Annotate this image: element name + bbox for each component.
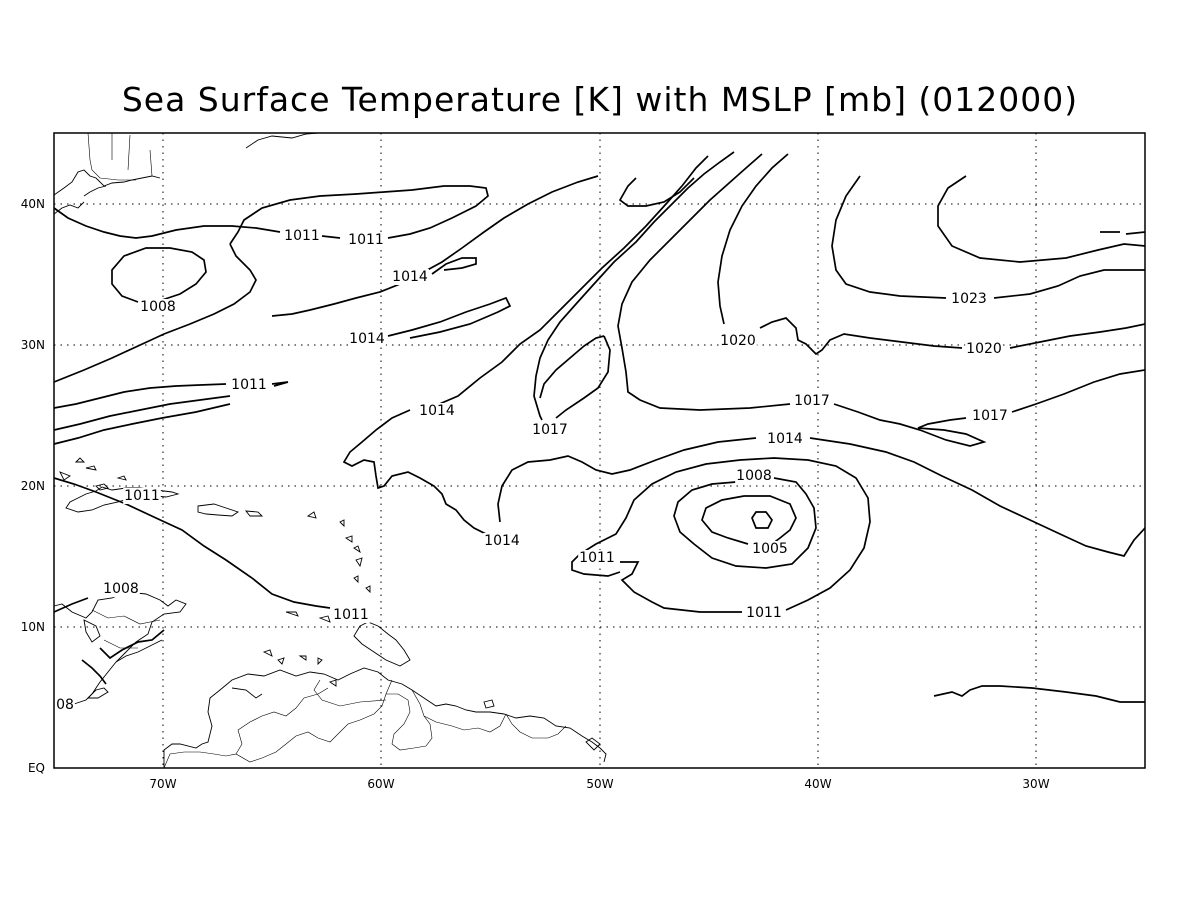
isobar-label: 1005 (752, 541, 788, 557)
label-mask (283, 228, 321, 244)
isobar-label: 1014 (349, 331, 385, 347)
isobar-label: 1011 (231, 377, 267, 393)
label-mask (971, 408, 1009, 424)
label-mask (965, 341, 1003, 357)
x-tick-label: 50W (586, 777, 613, 791)
map-title: Sea Surface Temperature [K] with MSLP [m… (121, 80, 1079, 119)
label-mask (735, 468, 773, 484)
label-mask (483, 533, 521, 549)
isobar-label: 1008 (736, 468, 772, 484)
x-tick-label: 30W (1022, 777, 1049, 791)
x-tick-label: 40W (804, 777, 831, 791)
label-mask (418, 403, 456, 419)
y-tick-label: EQ (28, 761, 45, 775)
label-mask (751, 541, 789, 557)
label-mask (766, 431, 804, 447)
isobar-label: 1014 (767, 431, 803, 447)
label-mask (348, 331, 386, 347)
label-mask (102, 581, 140, 597)
label-mask (531, 422, 569, 438)
label-mask (391, 269, 429, 285)
isobar-label: 1020 (720, 333, 756, 349)
y-tick-label: 10N (21, 620, 45, 634)
y-tick-label: 20N (21, 479, 45, 493)
isobar-label: 1014 (484, 533, 520, 549)
label-mask (332, 607, 370, 623)
isobar-label: 1017 (794, 393, 830, 409)
label-mask (793, 393, 831, 409)
isobar-label: 1014 (419, 403, 455, 419)
label-mask (719, 333, 757, 349)
label-mask (230, 377, 268, 393)
y-tick-label: 40N (21, 197, 45, 211)
isobar-label: 1011 (746, 605, 782, 621)
x-axis: 70W 60W 50W 40W 30W (149, 777, 1049, 791)
label-mask (745, 605, 783, 621)
y-axis: EQ 10N 20N 30N 40N (21, 197, 45, 775)
map-frame (53, 132, 1146, 769)
isobar-label: 1017 (972, 408, 1008, 424)
label-mask (950, 291, 988, 307)
label-mask (55, 697, 75, 713)
isobar-label: 1011 (284, 228, 320, 244)
isobar-label: 1011 (124, 488, 160, 504)
isobar-label: 1017 (532, 422, 568, 438)
label-mask (123, 488, 161, 504)
isobar-label: 1008 (103, 581, 139, 597)
label-mask (139, 299, 177, 315)
isobar-labels: 1011 1011 1014 1008 1014 1011 1014 1017 … (55, 228, 1009, 713)
isobar-label: 1011 (348, 232, 384, 248)
isobar-label: 1008 (140, 299, 176, 315)
coastlines (53, 132, 607, 769)
isobar-label: 1020 (966, 341, 1002, 357)
x-tick-label: 60W (367, 777, 394, 791)
graticule (54, 133, 1145, 768)
isobar-label: 1014 (392, 269, 428, 285)
y-tick-label: 30N (21, 338, 45, 352)
isobar-label: 1011 (579, 550, 615, 566)
isobar-label: 1011 (333, 607, 369, 623)
label-mask (347, 232, 385, 248)
x-tick-label: 70W (149, 777, 176, 791)
isobar-label: 1023 (951, 291, 987, 307)
isobars (53, 151, 1146, 703)
isobar-label: 08 (56, 697, 74, 713)
label-mask (578, 550, 616, 566)
